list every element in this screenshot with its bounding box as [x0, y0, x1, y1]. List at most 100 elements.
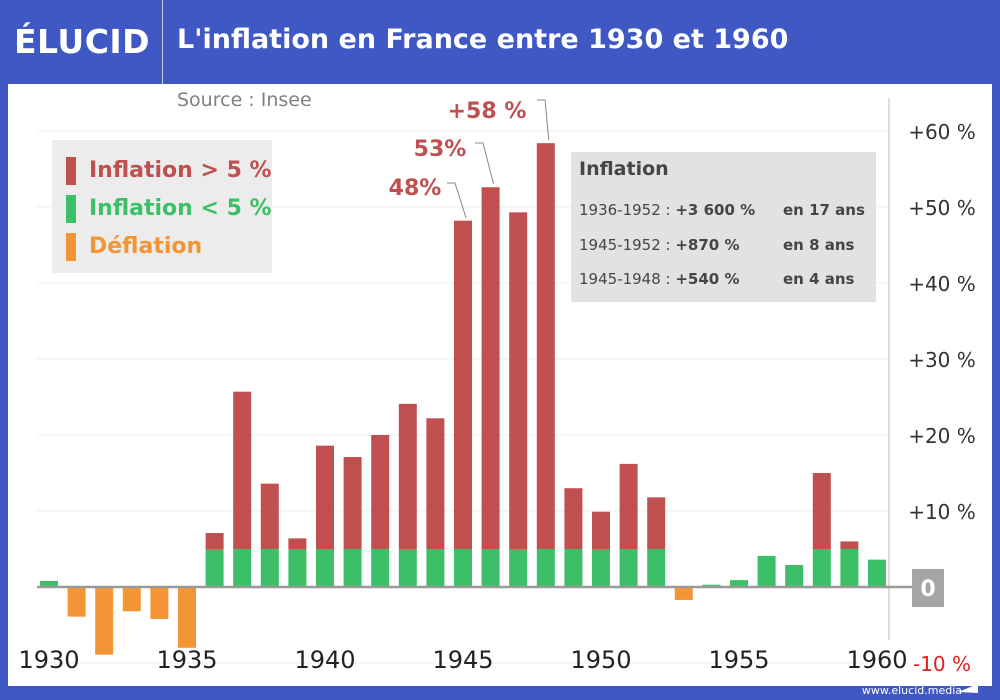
- bar-high: [509, 212, 528, 549]
- header: ÉLUCID L'inflation en France entre 1930 …: [0, 0, 1000, 84]
- bar-low: [454, 549, 472, 587]
- bar-low: [371, 549, 390, 587]
- x-tick-label: 1960: [846, 646, 907, 674]
- x-tick-label: 1940: [294, 646, 355, 674]
- y-tick-label: +20 %: [908, 424, 976, 448]
- bar-high: [564, 488, 583, 549]
- legend: Inflation > 5 % Inflation < 5 % Déflatio…: [52, 140, 272, 273]
- bar-high: [288, 538, 307, 549]
- bar-deflation: [122, 587, 141, 612]
- bar-low: [536, 549, 555, 587]
- bar-high: [536, 143, 555, 549]
- bar-low: [343, 549, 362, 587]
- footer-url: www.elucid.media: [861, 684, 962, 697]
- bar-high: [398, 403, 417, 549]
- bar-high: [233, 391, 252, 549]
- info-box: Inflation 1936-1952 : +3 600 % en 17 ans …: [571, 152, 876, 302]
- annotation-label: 53%: [414, 137, 467, 162]
- info-value: +3 600 %: [675, 201, 756, 219]
- bar-low: [233, 549, 252, 587]
- y-tick-label: +50 %: [908, 196, 976, 220]
- bar-low: [288, 549, 307, 587]
- bar-low: [757, 555, 776, 587]
- bar-deflation: [178, 587, 196, 648]
- bar-high: [316, 445, 334, 549]
- logo: ÉLUCID: [14, 22, 151, 61]
- bar-low: [840, 549, 859, 587]
- bar-high: [371, 435, 390, 549]
- bar-low: [481, 549, 500, 587]
- bar-low: [205, 549, 224, 587]
- bar-high: [205, 533, 224, 549]
- info-period: 1945-1948 :: [579, 270, 676, 288]
- bar-high: [840, 541, 859, 549]
- bar-high: [481, 187, 500, 550]
- bar-high: [619, 463, 638, 549]
- bar-high: [454, 220, 472, 549]
- annotation-leader: [537, 99, 550, 141]
- legend-item-deflation: Déflation: [66, 232, 202, 262]
- bar-high: [812, 473, 831, 549]
- bar-low: [619, 549, 638, 587]
- source-note: Source : Insee: [177, 89, 312, 111]
- info-duration: en 4 ans: [783, 270, 855, 288]
- annotation-leader: [447, 182, 467, 218]
- bar-low: [564, 549, 583, 587]
- bar-deflation: [67, 587, 86, 617]
- bar-low: [812, 549, 831, 587]
- y-tick-label: +60 %: [908, 120, 976, 144]
- x-tick-label: 1935: [156, 646, 217, 674]
- x-tick-label: 1930: [18, 646, 79, 674]
- y-tick-label: +40 %: [908, 272, 976, 296]
- bar-deflation: [150, 587, 169, 619]
- y-tick-label: 0: [920, 577, 935, 602]
- info-row: 1936-1952 : +3 600 % en 17 ans: [579, 201, 865, 219]
- info-value: +870 %: [675, 236, 740, 254]
- x-tick-label: 1950: [570, 646, 631, 674]
- y-tick-label: +10 %: [908, 500, 976, 524]
- bar-deflation: [674, 587, 693, 600]
- bar-high: [343, 457, 362, 549]
- info-row: 1945-1948 : +540 % en 4 ans: [579, 270, 854, 288]
- info-row: 1945-1952 : +870 % en 8 ans: [579, 236, 854, 254]
- legend-swatch: [66, 195, 76, 223]
- annotation-label: +58 %: [448, 99, 527, 124]
- elucid-mark-icon: [958, 684, 978, 693]
- header-divider: [162, 0, 163, 84]
- legend-label: Inflation < 5 %: [89, 196, 272, 221]
- bar-low: [509, 549, 528, 587]
- x-tick-label: 1955: [708, 646, 769, 674]
- bar-low: [647, 549, 666, 587]
- bar-low: [868, 559, 886, 587]
- chart-title: L'inflation en France entre 1930 et 1960: [177, 24, 789, 55]
- legend-swatch: [66, 157, 76, 185]
- info-period: 1945-1952 :: [579, 236, 676, 254]
- bar-low: [592, 549, 610, 587]
- info-duration: en 17 ans: [783, 201, 865, 219]
- bar-low: [730, 580, 748, 587]
- bar-high: [260, 483, 279, 549]
- bar-low: [426, 549, 445, 587]
- bar-low: [785, 564, 804, 587]
- legend-item-low: Inflation < 5 %: [66, 194, 272, 224]
- bar-low: [398, 549, 417, 587]
- bar-deflation: [95, 587, 114, 655]
- info-value: +540 %: [675, 270, 740, 288]
- x-tick-label: 1945: [432, 646, 493, 674]
- bar-high: [426, 418, 445, 549]
- legend-label: Inflation > 5 %: [89, 158, 272, 183]
- annotation-label: 48%: [389, 176, 442, 201]
- y-tick-label: +30 %: [908, 348, 976, 372]
- y-tick-label: -10 %: [913, 652, 971, 676]
- bar-low: [260, 549, 279, 587]
- info-duration: en 8 ans: [783, 236, 855, 254]
- legend-swatch: [66, 233, 76, 261]
- annotation-leader: [475, 142, 495, 185]
- bar-high: [592, 511, 610, 549]
- legend-item-high: Inflation > 5 %: [66, 156, 272, 186]
- bar-low: [40, 580, 58, 587]
- bar-low: [316, 549, 334, 587]
- bar-high: [647, 497, 666, 549]
